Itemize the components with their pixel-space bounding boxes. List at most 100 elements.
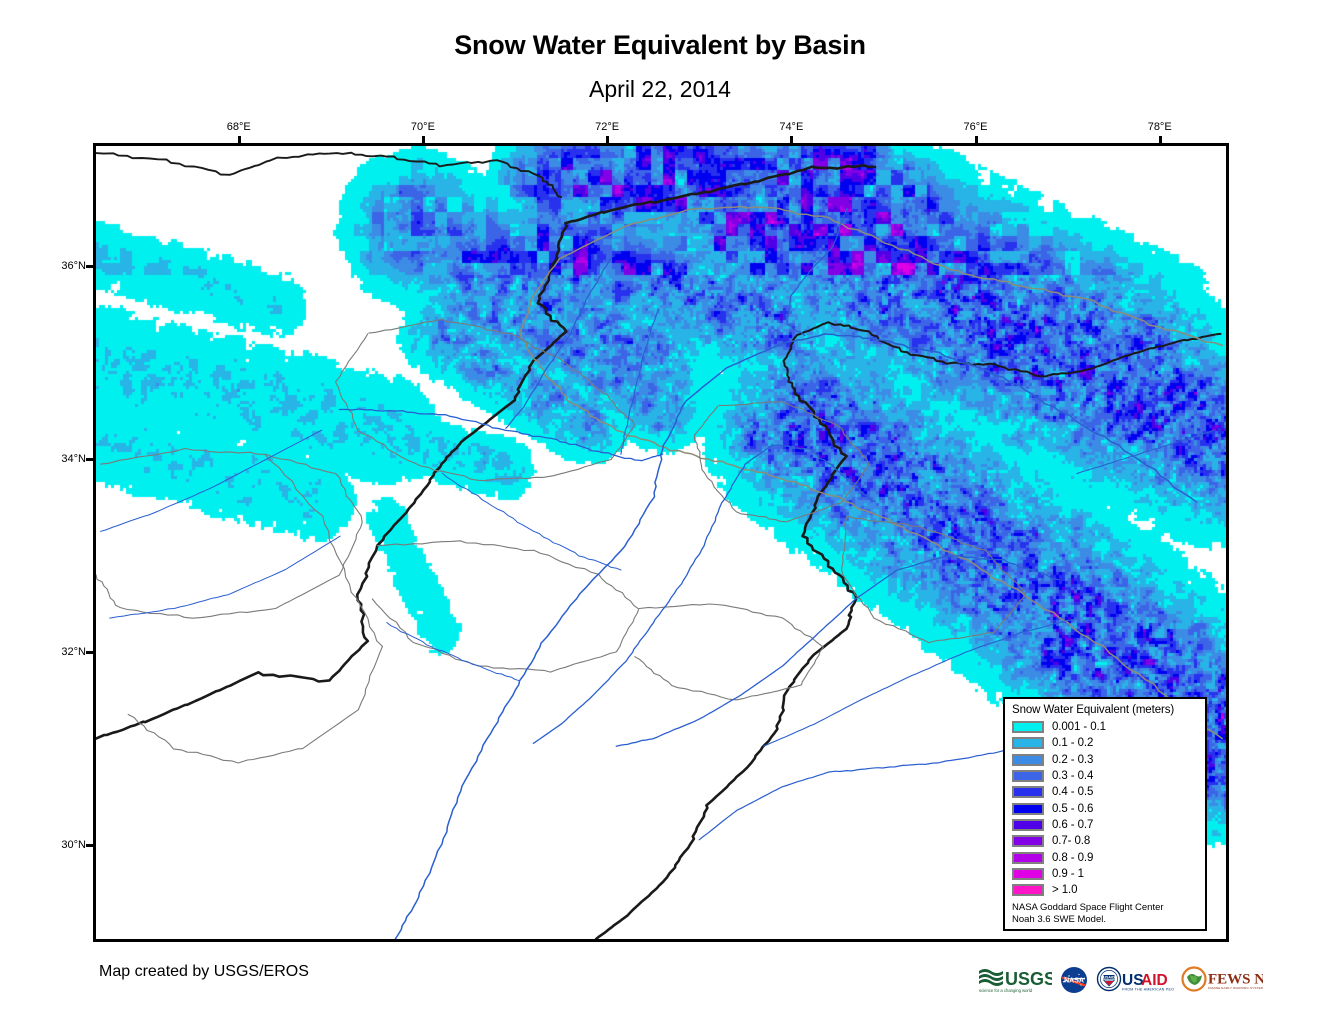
- legend-color-swatch: [1012, 884, 1044, 897]
- nasa-logo-icon: NASA: [1061, 967, 1087, 993]
- lon-tick-mark: [606, 136, 610, 145]
- legend-class-label: 0.001 - 0.1: [1052, 721, 1106, 734]
- lon-tick-label: 72°E: [595, 121, 620, 133]
- lon-tick-label: 78°E: [1147, 121, 1172, 133]
- river-jhelum: [532, 444, 877, 745]
- fewsnet-logo: FEWS NET FAMINE EARLY WARNING SYSTEMS NE…: [1181, 964, 1263, 996]
- river-gilgit-hunza: [786, 207, 848, 337]
- lon-tick-mark: [974, 136, 978, 145]
- fewsnet-tagline: FAMINE EARLY WARNING SYSTEMS NETWORK: [1208, 986, 1263, 990]
- svg-text:AID: AID: [1141, 972, 1168, 989]
- legend-color-swatch: [1012, 818, 1044, 831]
- legend-row: 0.1 - 0.2: [1012, 735, 1199, 751]
- basin-boundary-upper-indus: [558, 205, 1224, 347]
- usaid-logo-icon: USAID US AID FROM THE AMERICAN PEOPLE: [1096, 966, 1174, 992]
- lat-tick-mark: [86, 458, 95, 462]
- river-arghandab: [109, 535, 341, 619]
- river-chenab: [615, 555, 1060, 747]
- basin-boundary-kurram-gomal: [371, 540, 640, 673]
- lon-tick-mark: [421, 136, 425, 145]
- legend-credit-line-1: NASA Goddard Space Flight Center: [1012, 902, 1164, 914]
- river-ravi: [763, 617, 1077, 747]
- legend-color-swatch: [1012, 753, 1044, 766]
- svg-text:US: US: [1122, 972, 1144, 989]
- legend-title: Snow Water Equivalent (meters): [1012, 704, 1175, 716]
- legend-row: 0.5 - 0.6: [1012, 800, 1199, 816]
- legend-class-label: 0.2 - 0.3: [1052, 753, 1094, 766]
- lat-tick-mark: [86, 265, 95, 269]
- legend-color-swatch: [1012, 851, 1044, 864]
- river-helmand: [100, 429, 323, 532]
- river-kabul: [338, 408, 664, 462]
- river-indus: [394, 333, 1198, 939]
- lon-tick-label: 76°E: [963, 121, 988, 133]
- map-legend: Snow Water Equivalent (meters) 0.001 - 0…: [1003, 697, 1207, 931]
- lon-tick-mark: [790, 136, 794, 145]
- svg-text:USGS: USGS: [1005, 969, 1052, 989]
- legend-color-swatch: [1012, 770, 1044, 783]
- usaid-logo: USAID US AID FROM THE AMERICAN PEOPLE: [1096, 964, 1174, 996]
- legend-row: 0.2 - 0.3: [1012, 752, 1199, 768]
- legend-credit: NASA Goddard Space Flight Center Noah 3.…: [1012, 902, 1199, 925]
- river-shyok: [1076, 429, 1217, 475]
- legend-class-label: 0.6 - 0.7: [1052, 818, 1094, 831]
- footer-credit: Map created by USGS/EROS: [99, 963, 309, 980]
- legend-class-label: 0.7- 0.8: [1052, 835, 1091, 848]
- legend-color-swatch: [1012, 867, 1044, 880]
- legend-row: 0.6 - 0.7: [1012, 817, 1199, 833]
- basin-boundary-sulaiman: [127, 454, 384, 764]
- lon-tick-label: 70°E: [410, 121, 435, 133]
- legend-color-swatch: [1012, 835, 1044, 848]
- lon-tick-mark: [1158, 136, 1162, 145]
- river-gomal: [386, 622, 521, 682]
- usaid-tagline: FROM THE AMERICAN PEOPLE: [1122, 988, 1174, 992]
- lon-tick-label: 68°E: [226, 121, 251, 133]
- legend-class-label: 0.9 - 1: [1052, 867, 1084, 880]
- usgs-tagline: science for a changing world: [979, 988, 1033, 993]
- legend-class-list: 0.001 - 0.1 0.1 - 0.2 0.2 - 0.3 0.3 - 0.4 0.…: [1012, 719, 1199, 898]
- lat-tick-mark: [86, 843, 95, 847]
- lon-tick-mark: [237, 136, 241, 145]
- basin-boundary-upper-punjab: [634, 603, 824, 701]
- legend-row: > 1.0: [1012, 882, 1199, 898]
- svg-text:NASA: NASA: [1064, 978, 1084, 985]
- legend-row: 0.7- 0.8: [1012, 833, 1199, 849]
- lon-tick-label: 74°E: [779, 121, 804, 133]
- legend-row: 0.8 - 0.9: [1012, 849, 1199, 865]
- lat-tick-mark: [86, 650, 95, 654]
- basin-boundary-indus-himalaya-divide: [518, 257, 1224, 740]
- map-vector-overlay: [96, 151, 1224, 939]
- legend-row: 0.3 - 0.4: [1012, 768, 1199, 784]
- legend-color-swatch: [1012, 786, 1044, 799]
- international-border-afghanistan-north: [96, 151, 563, 199]
- legend-class-label: 0.8 - 0.9: [1052, 851, 1094, 864]
- legend-class-label: 0.1 - 0.2: [1052, 737, 1094, 750]
- nasa-logo: NASA: [1059, 964, 1089, 996]
- legend-color-swatch: [1012, 737, 1044, 750]
- river-kurram: [441, 472, 622, 571]
- page-subtitle-date: April 22, 2014: [589, 76, 731, 102]
- basin-boundary-chenab: [840, 515, 1026, 644]
- river-kunar-chitral: [505, 255, 613, 429]
- usgs-logo: USGS science for a changing world: [978, 964, 1052, 996]
- svg-text:USAID: USAID: [1103, 975, 1115, 979]
- river-swat: [620, 308, 660, 455]
- lat-tick-label: 30°N: [61, 838, 86, 851]
- legend-class-label: 0.4 - 0.5: [1052, 786, 1094, 799]
- legend-row: 0.4 - 0.5: [1012, 784, 1199, 800]
- lat-tick-label: 36°N: [61, 260, 86, 273]
- page-title: Snow Water Equivalent by Basin: [454, 30, 866, 60]
- legend-class-label: 0.5 - 0.6: [1052, 802, 1094, 815]
- legend-row: 0.001 - 0.1: [1012, 719, 1199, 735]
- legend-class-label: > 1.0: [1052, 884, 1078, 897]
- legend-color-swatch: [1012, 802, 1044, 815]
- lat-tick-label: 34°N: [61, 453, 86, 466]
- svg-text:FEWS NET: FEWS NET: [1208, 972, 1263, 988]
- basin-boundary-western-plateau: [96, 447, 363, 619]
- legend-class-label: 0.3 - 0.4: [1052, 770, 1094, 783]
- usgs-logo-icon: USGS science for a changing world: [979, 969, 1052, 993]
- lat-tick-label: 32°N: [61, 645, 86, 658]
- international-border-pakistan-india: [594, 387, 858, 939]
- agency-logo-bar: USGS science for a changing world NASA U…: [978, 963, 1263, 997]
- legend-credit-line-2: Noah 3.6 SWE Model.: [1012, 913, 1106, 925]
